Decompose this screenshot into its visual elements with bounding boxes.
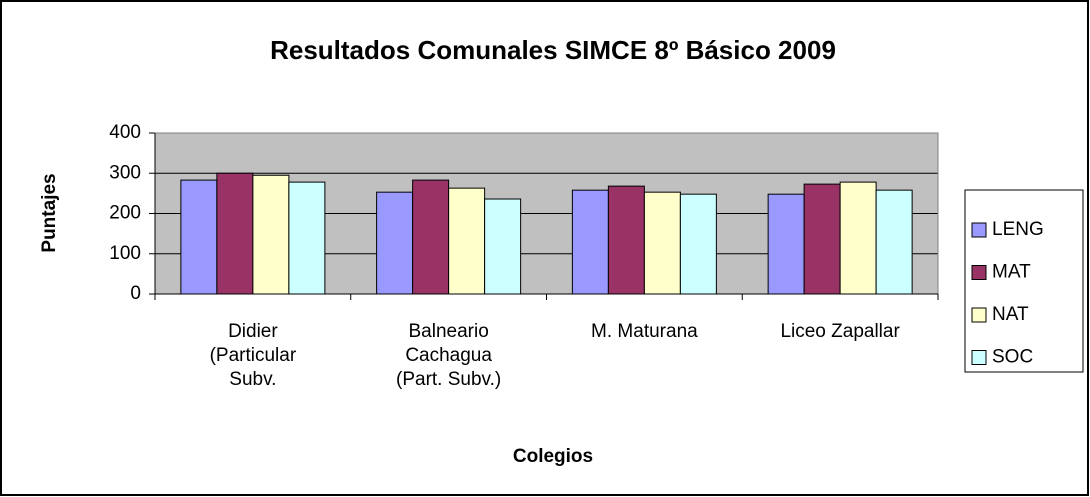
x-tick-label: M. Maturana [591,321,698,342]
y-tick-label: 200 [109,203,141,224]
bar [412,179,450,295]
x-tick-label: Didier (Particular Subv. [210,321,297,390]
legend-swatch [971,222,987,238]
bar [607,185,645,295]
bar [767,193,805,295]
legend-label: NAT [992,304,1029,325]
legend-swatch [971,265,987,280]
legend-swatch [971,350,987,365]
bar [288,181,326,295]
x-axis-label: Colegios [513,446,593,467]
bar [875,189,913,295]
bar [803,183,841,295]
chart-title: Resultados Comunales SIMCE 8º Básico 200… [270,35,836,65]
bar [180,179,218,295]
legend-label: SOC [992,347,1033,368]
y-axis-label: Puntajes [39,173,60,252]
y-tick-label: 100 [109,243,141,264]
bar [571,189,609,295]
bar [376,191,414,295]
bar [643,191,681,295]
bar [216,172,254,295]
legend-label: LENG [992,219,1044,240]
bar [839,181,877,295]
y-tick-label: 400 [109,122,141,143]
x-tick-label: Liceo Zapallar [780,321,900,342]
y-tick-label: 0 [130,283,141,304]
legend-swatch [971,307,987,323]
y-tick-label: 300 [109,162,141,183]
legend-box [964,189,1084,373]
bar [252,174,290,295]
legend-label: MAT [992,262,1031,283]
bar [484,198,522,295]
x-tick-label: Balneario Cachagua (Part. Subv.) [396,321,501,390]
bar [679,193,717,295]
bar [448,187,486,295]
